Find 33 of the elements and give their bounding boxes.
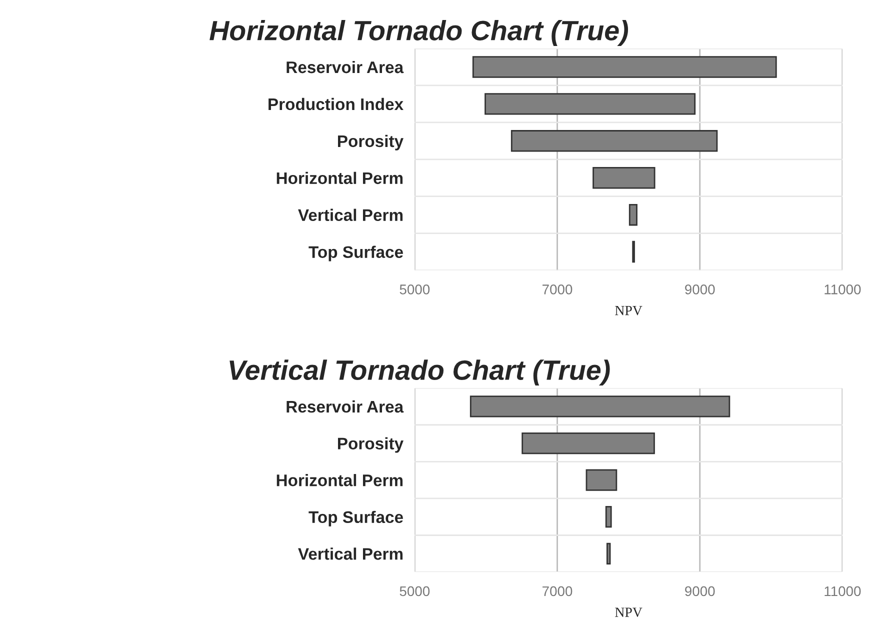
x-tick-label: 7000 — [542, 586, 572, 596]
bar — [628, 204, 638, 226]
y-tick-label: Porosity — [338, 134, 404, 150]
chart-title: Horizontal Tornado Chart (True) — [210, 20, 628, 46]
bar — [586, 469, 618, 491]
y-tick-label: Vertical Perm — [298, 208, 403, 222]
bar — [472, 56, 777, 78]
y-tick-label: Porosity — [338, 437, 404, 453]
y-tick-label: Reservoir Area — [286, 400, 404, 413]
x-tick-label: 9000 — [685, 586, 715, 596]
y-tick-label: Top Surface — [308, 510, 403, 526]
bar — [605, 506, 612, 528]
y-tick-label: Horizontal Perm — [276, 474, 403, 486]
bar — [592, 167, 656, 189]
chart-title: Vertical Tornado Chart (True) — [230, 360, 610, 386]
bar — [522, 432, 655, 454]
bar — [470, 396, 730, 418]
x-axis-title: NPV — [615, 608, 642, 618]
x-tick-label: 11000 — [824, 284, 861, 294]
bar — [606, 542, 611, 564]
bar — [510, 130, 718, 152]
x-tick-label: 7000 — [542, 284, 572, 294]
x-tick-label: 11000 — [824, 586, 861, 596]
y-tick-label: Reservoir Area — [286, 60, 404, 74]
y-tick-label: Vertical Perm — [298, 548, 403, 560]
x-tick-label: 5000 — [400, 284, 430, 294]
y-tick-label: Top Surface — [308, 246, 403, 262]
x-tick-label: 9000 — [685, 284, 715, 294]
bar — [484, 93, 696, 115]
y-tick-label: Horizontal Perm — [276, 172, 403, 184]
x-axis-title: NPV — [615, 306, 642, 316]
x-tick-label: 5000 — [400, 586, 430, 596]
y-tick-label: Production Index — [268, 98, 404, 110]
